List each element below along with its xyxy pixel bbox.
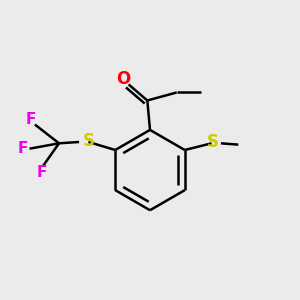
Text: F: F <box>18 141 28 156</box>
Text: O: O <box>116 70 130 88</box>
Text: S: S <box>207 133 219 151</box>
Text: F: F <box>26 112 36 127</box>
Text: S: S <box>82 132 94 150</box>
Text: F: F <box>36 165 47 180</box>
